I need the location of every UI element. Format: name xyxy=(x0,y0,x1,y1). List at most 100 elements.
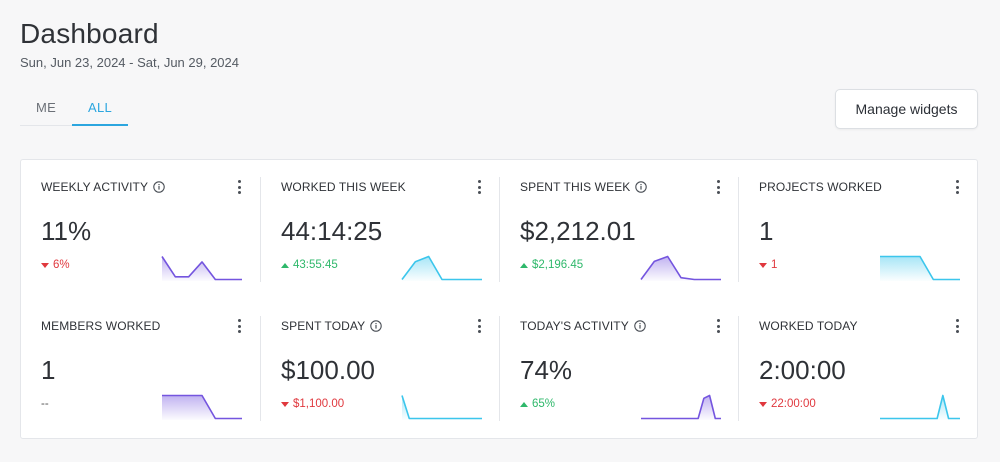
sparkline-area xyxy=(641,395,721,420)
widget-divider xyxy=(499,316,500,421)
widget-delta-value: 6% xyxy=(53,259,70,271)
widget-worked-this-week: WORKED THIS WEEK 44:14:25 43:55:45 xyxy=(261,160,500,299)
widget-title-label: SPENT THIS WEEK xyxy=(520,180,631,194)
widget-delta: 22:00:00 xyxy=(759,398,816,410)
widget-value: 74% xyxy=(520,355,573,385)
page-title: Dashboard xyxy=(20,18,159,49)
arrow-down-icon xyxy=(41,262,49,268)
widget-value: 1 xyxy=(759,216,774,246)
info-icon[interactable] xyxy=(635,181,648,193)
sparkline-chart xyxy=(641,394,721,420)
widget-divider xyxy=(499,177,500,282)
arrow-up-icon xyxy=(520,262,528,268)
sparkline-line xyxy=(641,394,721,420)
widget-title: MEMBERS WORKED xyxy=(41,319,160,333)
sparkline-line xyxy=(401,395,482,420)
widget-title: WEEKLY ACTIVITY xyxy=(41,180,165,194)
widget-menu-icon[interactable] xyxy=(232,179,246,195)
sparkline-chart xyxy=(161,256,242,281)
widget-delta-value: $2,196.45 xyxy=(532,259,584,271)
widget-menu-icon[interactable] xyxy=(472,179,486,195)
sparkline-line xyxy=(401,255,482,281)
widget-title-label: WORKED TODAY xyxy=(759,319,858,333)
sparkline-chart xyxy=(640,255,721,281)
sparkline-chart xyxy=(880,255,960,281)
widget-today-s-activity: TODAY'S ACTIVITY 74% 65% xyxy=(500,299,739,438)
arrow-up-icon xyxy=(520,401,528,407)
sparkline-line xyxy=(880,255,960,281)
widget-divider xyxy=(260,177,261,282)
widget-divider xyxy=(738,177,739,282)
widget-menu-icon[interactable] xyxy=(950,179,964,195)
widget-title-label: TODAY'S ACTIVITY xyxy=(520,319,629,333)
widget-title: WORKED TODAY xyxy=(759,319,858,333)
widget-title: SPENT TODAY xyxy=(281,319,382,333)
widget-value: 2:00:00 xyxy=(759,355,846,385)
sparkline-line xyxy=(161,256,242,281)
widget-menu-icon[interactable] xyxy=(711,179,725,195)
widget-delta-value: -- xyxy=(41,398,49,410)
widget-title-label: WORKED THIS WEEK xyxy=(281,180,406,194)
sparkline-line xyxy=(640,255,721,281)
sparkline-line xyxy=(162,394,242,420)
tab-me[interactable]: ME xyxy=(35,100,57,115)
sparkline-chart xyxy=(162,394,242,420)
widget-menu-icon[interactable] xyxy=(950,318,964,334)
widget-value: $2,212.01 xyxy=(520,216,636,246)
date-range: Sun, Jun 23, 2024 - Sat, Jun 29, 2024 xyxy=(20,55,239,70)
widget-projects-worked: PROJECTS WORKED 1 1 xyxy=(739,160,978,299)
widget-value: $100.00 xyxy=(281,355,375,385)
widget-title: SPENT THIS WEEK xyxy=(520,180,648,194)
sparkline-chart xyxy=(401,255,482,281)
tab-bar: ME ALL xyxy=(20,92,128,126)
tab-all[interactable]: ALL xyxy=(72,92,128,126)
widget-delta-value: 43:55:45 xyxy=(293,259,338,271)
arrow-down-icon xyxy=(759,262,767,268)
widget-title: TODAY'S ACTIVITY xyxy=(520,319,646,333)
widget-value: 11% xyxy=(41,216,92,246)
manage-widgets-button[interactable]: Manage widgets xyxy=(835,89,978,129)
widget-value: 1 xyxy=(41,355,56,385)
widget-delta-value: 65% xyxy=(532,398,556,410)
widget-title-label: WEEKLY ACTIVITY xyxy=(41,180,149,194)
widget-title-label: PROJECTS WORKED xyxy=(759,180,882,194)
sparkline-area xyxy=(402,256,482,281)
sparkline-area xyxy=(641,256,721,281)
widget-menu-icon[interactable] xyxy=(232,318,246,334)
widget-divider xyxy=(260,316,261,421)
widget-delta: -- xyxy=(41,398,49,410)
widget-delta: 65% xyxy=(520,398,555,410)
widget-weekly-activity: WEEKLY ACTIVITY 11% 6% xyxy=(21,160,260,299)
info-icon[interactable] xyxy=(153,181,165,193)
widget-menu-icon[interactable] xyxy=(711,318,725,334)
arrow-up-icon xyxy=(281,262,289,268)
widget-title-label: SPENT TODAY xyxy=(281,319,366,333)
widget-worked-today: WORKED TODAY 2:00:00 22:00:00 xyxy=(739,299,978,438)
widget-title: PROJECTS WORKED xyxy=(759,180,882,194)
widget-delta-value: 22:00:00 xyxy=(771,398,816,410)
widget-title: WORKED THIS WEEK xyxy=(281,180,406,194)
sparkline-chart xyxy=(401,395,482,420)
widget-title-label: MEMBERS WORKED xyxy=(41,319,161,333)
widget-members-worked: MEMBERS WORKED 1 -- xyxy=(21,299,260,438)
widget-delta-value: $1,100.00 xyxy=(293,398,345,410)
widget-value: 44:14:25 xyxy=(281,216,383,246)
sparkline-line xyxy=(880,394,960,420)
widget-delta: 1 xyxy=(759,259,777,271)
arrow-down-icon xyxy=(759,401,767,407)
info-icon[interactable] xyxy=(634,320,646,332)
widget-divider xyxy=(738,316,739,421)
sparkline-area xyxy=(402,395,482,420)
widget-delta: $2,196.45 xyxy=(520,259,583,271)
sparkline-chart xyxy=(880,394,960,420)
info-icon[interactable] xyxy=(370,320,382,332)
widget-menu-icon[interactable] xyxy=(472,318,486,334)
arrow-down-icon xyxy=(281,401,289,407)
sparkline-area xyxy=(880,395,960,420)
sparkline-area xyxy=(162,256,242,281)
widgets-grid: WEEKLY ACTIVITY 11% 6% WORKED THIS WEEK 44:1… xyxy=(20,159,978,439)
widget-spent-today: SPENT TODAY $100.00 $1,100.00 xyxy=(261,299,500,438)
widget-delta: 43:55:45 xyxy=(281,259,338,271)
widget-delta-value: 1 xyxy=(771,259,778,271)
widget-spent-this-week: SPENT THIS WEEK $2,212.01 $2,196.45 xyxy=(500,160,739,299)
